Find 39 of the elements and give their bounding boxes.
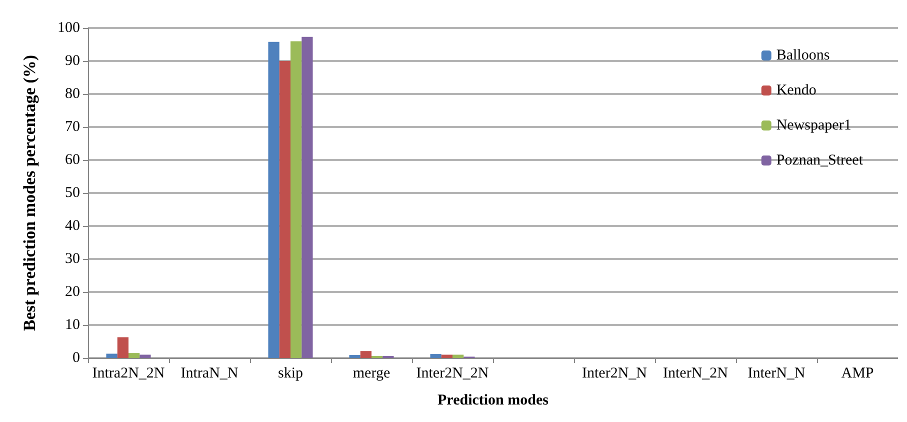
- x-tick-label: Inter2N_2N: [416, 366, 489, 382]
- x-axis-title: Prediction modes: [438, 392, 549, 408]
- y-tick-label: 50: [65, 185, 80, 201]
- x-tick-label: merge: [352, 366, 390, 382]
- y-axis-title: Best prediction modes percentage (%): [20, 54, 39, 332]
- x-tick-label: InterN_N: [748, 366, 806, 382]
- y-tick-label: 80: [65, 86, 80, 102]
- bar: [430, 354, 442, 358]
- y-tick-label: 10: [65, 317, 80, 333]
- bar: [290, 41, 302, 358]
- bar: [140, 354, 151, 358]
- x-tick-label: Intra2N_2N: [92, 366, 165, 382]
- y-tick-label: 70: [65, 119, 80, 135]
- x-tick-label: AMP: [841, 366, 874, 382]
- bar: [302, 36, 313, 358]
- y-tick-label: 0: [72, 350, 80, 366]
- legend-label: Newspaper1: [776, 118, 852, 134]
- y-tick-label: 100: [58, 20, 80, 36]
- bar: [117, 337, 128, 358]
- bar: [360, 351, 372, 358]
- y-tick-label: 20: [65, 284, 80, 300]
- y-tick-label: 90: [65, 53, 80, 69]
- bar: [349, 355, 360, 358]
- x-tick-label: InterN_2N: [663, 366, 728, 382]
- legend-label: Kendo: [776, 82, 816, 98]
- y-tick-label: 30: [65, 251, 80, 267]
- legend-label: Balloons: [776, 48, 830, 64]
- legend-label: Poznan_Street: [776, 152, 864, 168]
- bar: [268, 42, 280, 358]
- y-tick-label: 60: [65, 152, 80, 168]
- x-tick-label: Inter2N_N: [582, 366, 648, 382]
- y-tick-label: 40: [65, 218, 80, 234]
- bar: [279, 61, 290, 358]
- x-tick-label: skip: [278, 366, 304, 382]
- bar: [452, 354, 464, 358]
- bar: [128, 353, 140, 358]
- bar: [106, 354, 118, 358]
- x-tick-label: IntraN_N: [180, 366, 238, 382]
- bar: [441, 354, 452, 358]
